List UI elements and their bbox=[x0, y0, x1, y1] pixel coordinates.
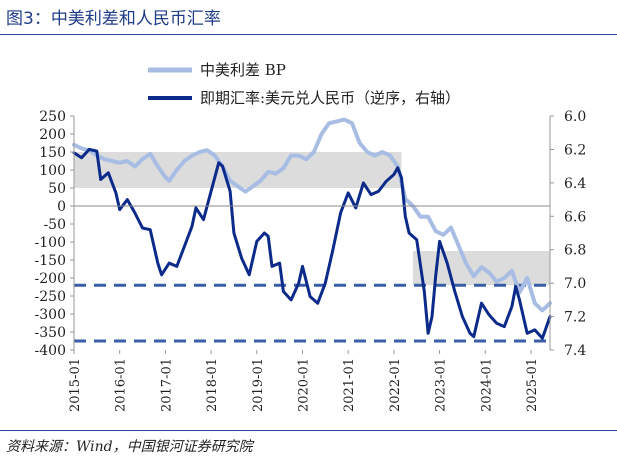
left-tick-label: -300 bbox=[35, 307, 66, 323]
x-tick-label: 2021-01 bbox=[342, 358, 357, 412]
x-tick-label: 2025-01 bbox=[525, 358, 540, 412]
legend-label-fx: 即期汇率:美元兑人民币（逆序，右轴） bbox=[200, 89, 460, 107]
range-bands bbox=[74, 152, 550, 286]
left-tick-label: 100 bbox=[39, 163, 66, 179]
x-tick-label: 2024-01 bbox=[479, 358, 494, 412]
left-tick-label: -100 bbox=[35, 235, 66, 251]
left-tick-label: 250 bbox=[39, 109, 66, 125]
x-tick-label: 2017-01 bbox=[159, 358, 174, 412]
right-tick-label: 6.8 bbox=[564, 243, 586, 259]
x-tick-label: 2019-01 bbox=[251, 358, 266, 412]
right-tick-label: 6.0 bbox=[564, 109, 586, 125]
left-tick-label: -200 bbox=[35, 271, 66, 287]
right-tick-label: 6.6 bbox=[564, 209, 586, 225]
legend-label-spread: 中美利差 BP bbox=[200, 61, 286, 79]
figure-title: 图3：中美利差和人民币汇率 bbox=[6, 9, 221, 29]
left-tick-label: -400 bbox=[35, 343, 66, 359]
left-tick-label: -50 bbox=[43, 217, 66, 233]
left-tick-label: 0 bbox=[57, 199, 66, 215]
left-tick-label: -150 bbox=[35, 253, 66, 269]
source-note: 资料来源：Wind，中国银河证券研究院 bbox=[6, 439, 253, 455]
x-tick-label: 2015-01 bbox=[68, 358, 83, 412]
series-lines bbox=[72, 117, 552, 340]
right-tick-label: 7.0 bbox=[564, 276, 586, 292]
right-tick-label: 6.2 bbox=[564, 142, 586, 158]
chart: 250 200 150 100 50 0 -50 -100 -150 -200 -250 -300 -3… bbox=[35, 61, 587, 412]
spread-series-line bbox=[72, 117, 552, 313]
right-tick-label: 7.2 bbox=[564, 310, 586, 326]
range-band-1 bbox=[74, 152, 402, 188]
x-tick-label: 2020-01 bbox=[296, 358, 311, 412]
x-tick-label: 2022-01 bbox=[388, 358, 403, 412]
fx-series-line bbox=[72, 147, 552, 340]
x-tick-label: 2023-01 bbox=[434, 358, 449, 412]
left-tick-label: 150 bbox=[39, 145, 66, 161]
title-divider bbox=[0, 34, 617, 35]
left-tick-label: -350 bbox=[35, 325, 66, 341]
left-tick-label: -250 bbox=[35, 289, 66, 305]
legend: 中美利差 BP 即期汇率:美元兑人民币（逆序，右轴） bbox=[148, 61, 460, 107]
footer-divider bbox=[0, 430, 617, 431]
left-tick-label: 200 bbox=[39, 127, 66, 143]
axes: 250 200 150 100 50 0 -50 -100 -150 -200 -250 -300 -3… bbox=[35, 109, 587, 412]
right-tick-label: 6.4 bbox=[564, 176, 586, 192]
left-tick-label: 50 bbox=[48, 181, 66, 197]
x-tick-label: 2016-01 bbox=[114, 358, 129, 412]
right-tick-label: 7.4 bbox=[564, 343, 586, 359]
x-tick-label: 2018-01 bbox=[205, 358, 220, 412]
